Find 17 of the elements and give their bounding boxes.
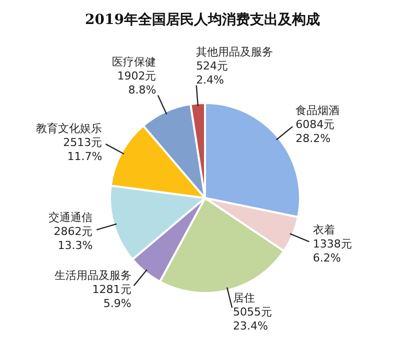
data-label: 2513元 11.7% [63,136,102,164]
slice-label: 居住 [233,292,256,305]
slice-label: 其他用品及服务 [196,45,274,58]
slice-label: 交通通信 [48,210,93,224]
data-label: 1902元 8.8% [117,70,156,97]
data-label: 6084元 28.2% [296,118,335,146]
chart-title: 2019年全国居民人均消费支出及构成 [85,12,320,28]
data-label: 1281元 5.9% [92,282,132,310]
slice-label: 食品烟酒 [296,104,340,118]
data-label: 5055元 23.4% [233,306,272,333]
slice-label: 教育文化娱乐 [36,122,102,136]
data-label: 1338元 6.2% [312,237,352,264]
slice-label: 衣着 [312,223,335,236]
slice-label: 医疗保健 [112,56,156,69]
slice-label: 生活用品及服务 [54,268,132,282]
data-label: 2862元 13.3% [54,224,93,252]
data-label: 524元 2.4% [196,59,228,86]
